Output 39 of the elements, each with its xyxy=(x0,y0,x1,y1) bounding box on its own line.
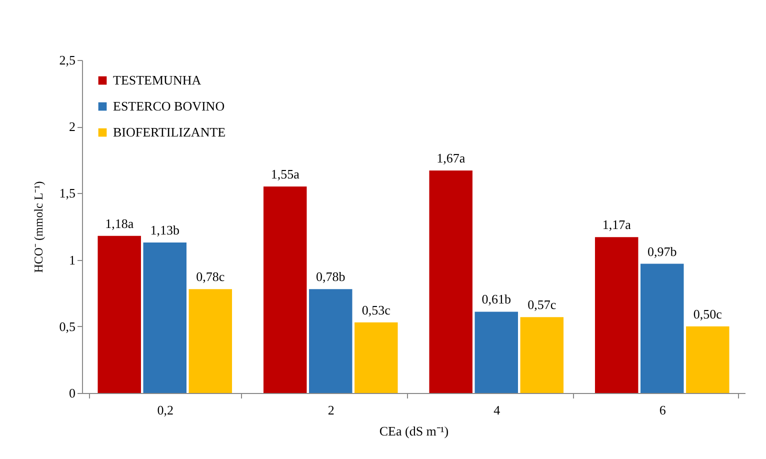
data-label: 0,78c xyxy=(196,269,225,284)
data-label: 0,61b xyxy=(482,292,511,307)
data-label: 1,55a xyxy=(270,166,300,182)
bar xyxy=(520,317,564,393)
bar xyxy=(143,242,186,393)
data-label: 0,78b xyxy=(316,269,346,284)
bar xyxy=(263,186,307,393)
bar xyxy=(188,289,232,393)
data-label: 1,13b xyxy=(150,222,180,238)
bar xyxy=(640,264,684,393)
y-tick-label: 2 xyxy=(69,119,76,134)
x-tick-label: 6 xyxy=(659,402,666,418)
x-tick-label: 0,2 xyxy=(157,402,174,418)
y-tick-label: 0,5 xyxy=(59,318,76,334)
y-tick-label: 0 xyxy=(69,386,76,400)
data-label: 0,50c xyxy=(693,306,722,322)
bar xyxy=(309,289,352,393)
y-tick-label: 1 xyxy=(69,252,76,268)
x-tick-label: 2 xyxy=(328,402,334,418)
y-tick-label: 1,5 xyxy=(59,186,76,201)
data-label: 0,53c xyxy=(362,302,391,318)
x-axis-title: CEa (dS m⁻¹) xyxy=(379,424,449,438)
bar xyxy=(474,312,518,393)
y-tick-label: 2,5 xyxy=(59,52,76,68)
data-label: 0,57c xyxy=(528,297,556,312)
bar xyxy=(354,322,398,393)
data-label: 1,67a xyxy=(436,150,466,166)
x-tick-label: 4 xyxy=(494,402,501,418)
data-label: 1,17a xyxy=(602,217,632,232)
legend-label: ESTERCO BOVINO xyxy=(113,98,225,114)
legend-label: BIOFERTILIZANTE xyxy=(113,124,226,140)
bar xyxy=(594,237,638,393)
bar xyxy=(686,326,730,393)
y-axis-title: HCO⁻ (mmolc L⁻¹) xyxy=(31,181,46,273)
data-label: 0,97b xyxy=(648,244,677,259)
bar xyxy=(429,170,472,393)
bar xyxy=(98,236,141,393)
legend-label: TESTEMUNHA xyxy=(113,72,202,88)
data-label: 1,18a xyxy=(105,216,134,231)
